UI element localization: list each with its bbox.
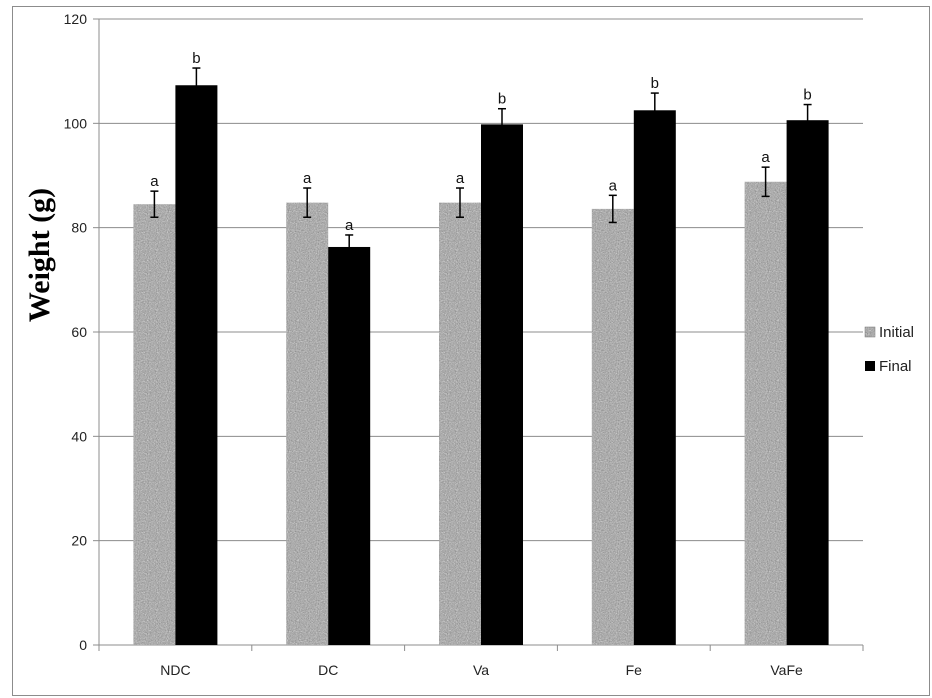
- bar-final-dc: [328, 246, 371, 646]
- significance-letter: a: [150, 173, 159, 190]
- error-bars: [150, 67, 812, 260]
- x-category-label: NDC: [160, 662, 190, 678]
- legend: Initial Final: [864, 324, 914, 375]
- y-tick-label: 120: [64, 11, 88, 27]
- significance-letter: b: [803, 87, 811, 104]
- significance-letter: a: [345, 217, 354, 234]
- significance-letter: b: [192, 50, 200, 67]
- legend-swatch-final: [865, 361, 875, 371]
- bar-initial-va: [439, 202, 481, 646]
- x-category-label: Va: [473, 662, 489, 678]
- bar-final-fe: [633, 110, 676, 645]
- significance-letter: a: [456, 170, 465, 187]
- x-category-label: Fe: [626, 662, 643, 678]
- legend-swatch-initial: [864, 326, 876, 338]
- significance-letter: a: [761, 149, 770, 166]
- bar-initial-fe: [591, 208, 634, 646]
- y-tick-label: 100: [64, 115, 88, 131]
- bar-final-ndc: [175, 85, 218, 646]
- bar-initial-vafe: [744, 181, 787, 645]
- bar-initial-ndc: [133, 204, 176, 646]
- y-tick-label: 60: [71, 324, 87, 340]
- bar-final-vafe: [786, 120, 829, 646]
- x-category-label: VaFe: [770, 662, 803, 678]
- significance-letter: a: [609, 177, 618, 194]
- significance-letter: b: [651, 75, 659, 92]
- significance-letter: a: [303, 170, 312, 187]
- y-axis-title: Weight (g): [23, 188, 56, 322]
- weight-bar-chart: 0 20 40 60 80 100 120 NDC a b DC a a Va a b Fe a b VaFe a b W…: [23, 11, 914, 678]
- bar-final-va: [481, 124, 523, 646]
- legend-label-initial: Initial: [879, 324, 914, 341]
- significance-letter: b: [498, 91, 506, 108]
- chart-frame: 0 20 40 60 80 100 120 NDC a b DC a a Va a b Fe a b VaFe a b W…: [12, 6, 930, 696]
- legend-label-final: Final: [879, 358, 912, 375]
- bar-initial-dc: [286, 202, 329, 646]
- y-tick-label: 40: [71, 428, 87, 444]
- y-tick-label: 0: [79, 637, 87, 653]
- bars: [133, 85, 829, 646]
- x-category-label: DC: [318, 662, 338, 678]
- labels: 0 20 40 60 80 100 120 NDC a b DC a a Va a b Fe a b VaFe a b: [64, 11, 812, 678]
- y-tick-label: 80: [71, 220, 87, 236]
- y-tick-label: 20: [71, 533, 87, 549]
